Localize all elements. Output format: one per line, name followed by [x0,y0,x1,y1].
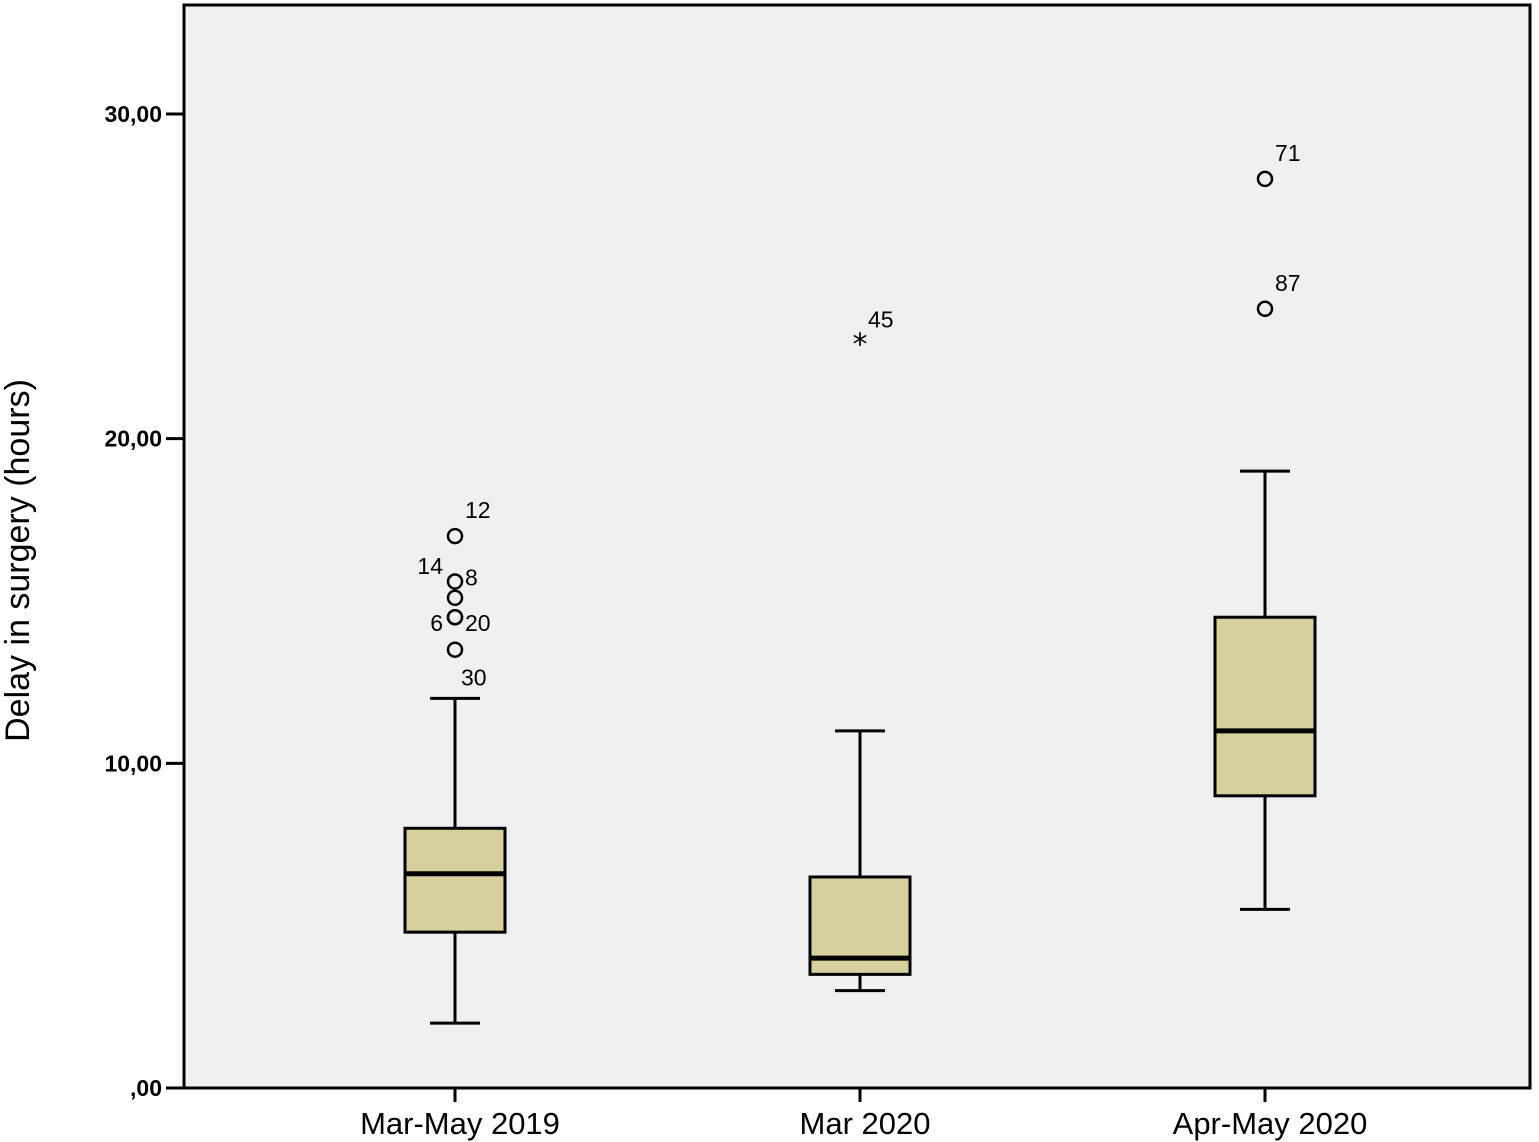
outlier-label: 71 [1275,140,1301,166]
outlier-point [446,589,464,607]
outlier-point [446,527,464,545]
outlier-point [446,641,464,658]
outlier-label: 20 [465,610,491,636]
outlier-label: 30 [461,665,487,691]
outlier-label: 8 [465,565,478,591]
outlier-label: 12 [465,497,491,523]
y-axis-title: Delay in surgery (hours) [0,378,37,742]
y-tick-label: 20,00 [104,426,162,452]
box-iqr [403,826,507,934]
box-iqr [1213,615,1317,798]
outlier-label: 14 [417,553,443,579]
outlier-point [1256,170,1274,188]
x-tick-label: Apr-May 2020 [1173,1106,1368,1141]
y-tick-label: 30,00 [104,101,162,127]
outlier-star: * [853,327,868,362]
x-tick-label: Mar 2020 [800,1106,931,1141]
outlier-label: 45 [868,306,894,332]
outlier-label: 87 [1275,270,1301,296]
y-tick-label: 10,00 [104,750,162,776]
x-tick-label: Mar-May 2019 [360,1106,560,1141]
y-tick-label: ,00 [130,1075,162,1101]
outlier-point [446,573,464,590]
outlier-point [1256,300,1274,318]
outlier-label: 6 [430,610,443,636]
outlier-point [446,608,464,626]
